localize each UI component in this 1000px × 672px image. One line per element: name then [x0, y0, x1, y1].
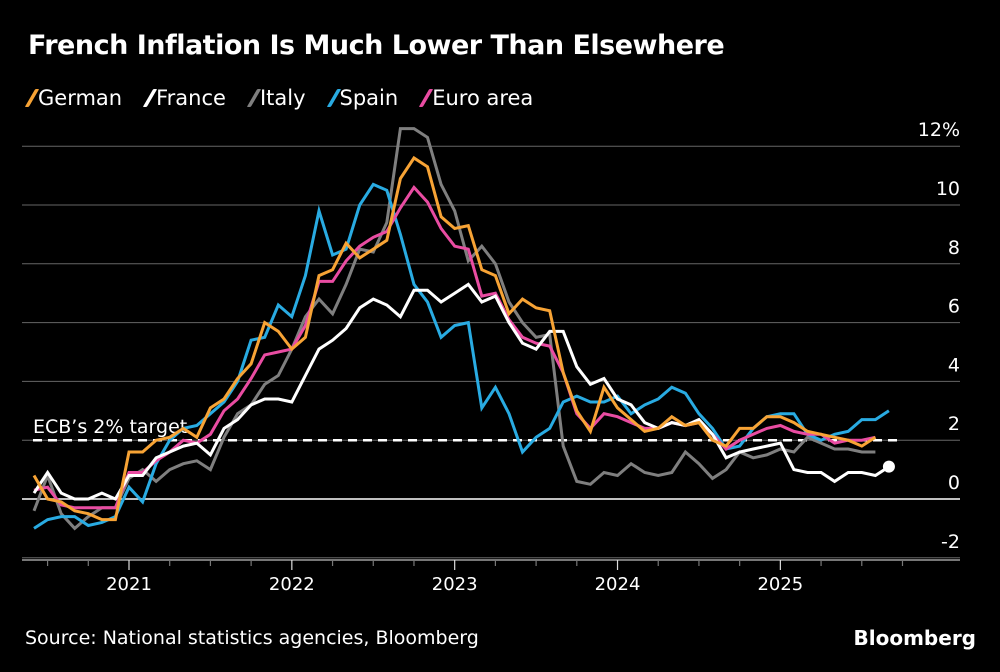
- bloomberg-logo: Bloomberg: [853, 626, 976, 650]
- legend-item-spain: Spain: [326, 86, 399, 110]
- legend-item-euro-area: Euro area: [418, 86, 534, 110]
- y-tick-label: 12%: [918, 119, 960, 141]
- legend-label-france: France: [156, 86, 226, 110]
- gridlines: [22, 145, 960, 559]
- y-tick-label: 8: [948, 237, 960, 259]
- legend-label-italy: Italy: [259, 86, 306, 110]
- chart-title: French Inflation Is Much Lower Than Else…: [28, 30, 725, 61]
- series-line-france: [32, 282, 890, 501]
- series-line-italy: [32, 127, 876, 531]
- legend: German France Italy Spain Euro area: [24, 86, 534, 110]
- y-axis-tick-labels: -2 0 2 4 6 8 10 12%: [918, 119, 960, 553]
- y-tick-label: 2: [948, 413, 960, 435]
- series-lines: [32, 127, 895, 531]
- legend-label-spain: Spain: [339, 86, 399, 110]
- y-tick-label: 0: [948, 472, 960, 494]
- x-tick-label: 2022: [269, 574, 315, 595]
- y-tick-label: -2: [941, 531, 960, 553]
- x-tick-label: 2023: [432, 574, 478, 595]
- ecb-target-reference: ECB’s 2% target: [33, 416, 898, 442]
- series-line-german: [32, 155, 877, 522]
- x-tick-label: 2024: [595, 574, 641, 595]
- source-note: Source: National statistics agencies, Bl…: [25, 627, 479, 649]
- x-axis: 2021 2022 2023 2024 2025: [22, 559, 960, 595]
- end-marker-france: [882, 460, 895, 473]
- y-tick-label: 4: [948, 354, 960, 376]
- legend-label-euro-area: Euro area: [432, 86, 534, 110]
- y-tick-label: 6: [948, 296, 960, 318]
- series-line-euro-area: [33, 184, 876, 510]
- legend-item-france: France: [142, 86, 226, 110]
- y-tick-label: 10: [936, 178, 960, 200]
- legend-label-german: German: [38, 86, 123, 110]
- legend-item-german: German: [24, 86, 123, 110]
- ecb-target-label: ECB’s 2% target: [33, 416, 187, 438]
- legend-item-italy: Italy: [246, 86, 306, 110]
- x-tick-label: 2025: [757, 574, 803, 595]
- x-tick-label: 2021: [106, 574, 152, 595]
